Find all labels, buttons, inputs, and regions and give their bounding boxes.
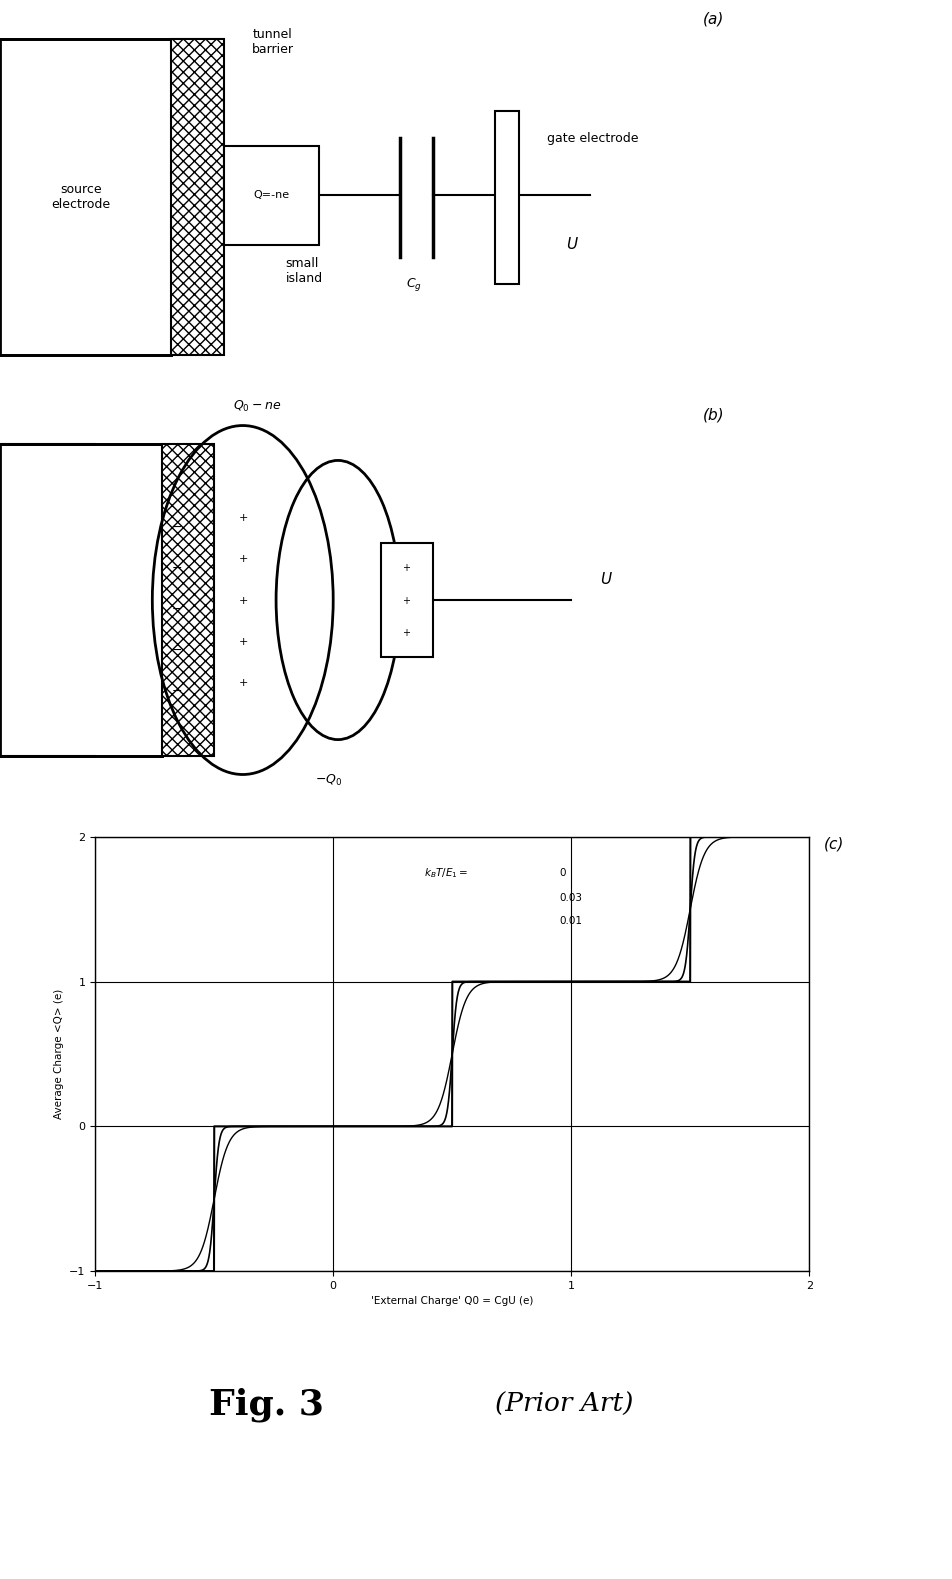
Text: $-$: $-$ [170, 684, 182, 696]
Text: $+$: $+$ [238, 636, 248, 646]
Text: $+$: $+$ [402, 562, 411, 573]
Text: 0: 0 [559, 868, 565, 878]
Bar [381, 543, 433, 657]
Text: $-Q_0$: $-Q_0$ [315, 774, 342, 788]
Text: $C_g$: $C_g$ [407, 276, 422, 292]
Text: Q=-ne: Q=-ne [253, 191, 289, 201]
Text: (c): (c) [823, 837, 843, 851]
Text: $+$: $+$ [238, 513, 248, 523]
Bar [162, 444, 214, 756]
Text: U: U [600, 572, 611, 587]
Text: $Q_0 - ne$: $Q_0 - ne$ [233, 399, 281, 414]
Text: $+$: $+$ [238, 595, 248, 605]
Text: $-$: $-$ [170, 519, 182, 532]
Y-axis label: Average Charge <Q> (e): Average Charge <Q> (e) [53, 988, 64, 1120]
Text: Fig. 3: Fig. 3 [209, 1388, 324, 1421]
X-axis label: 'External Charge' Q0 = CgU (e): 'External Charge' Q0 = CgU (e) [371, 1296, 533, 1306]
Text: $+$: $+$ [402, 595, 411, 605]
Text: $-$: $-$ [170, 561, 182, 573]
Text: $-$: $-$ [170, 643, 182, 655]
Bar [0, 39, 171, 355]
Text: U: U [565, 237, 577, 253]
Text: $+$: $+$ [238, 554, 248, 564]
Text: 0.01: 0.01 [559, 916, 583, 925]
Text: $+$: $+$ [402, 627, 411, 638]
Bar [224, 145, 319, 245]
Text: small
island: small island [286, 257, 323, 284]
Text: 0.03: 0.03 [559, 892, 583, 903]
Text: (b): (b) [704, 407, 724, 422]
Bar [171, 39, 224, 355]
Text: $k_BT/E_1 =$: $k_BT/E_1 =$ [424, 867, 467, 880]
Text: tunnel
barrier: tunnel barrier [252, 27, 294, 55]
Text: source
electrode: source electrode [51, 183, 110, 212]
Text: (a): (a) [704, 11, 724, 27]
Text: gate electrode: gate electrode [547, 131, 639, 145]
Text: $-$: $-$ [170, 602, 182, 614]
Bar [495, 111, 519, 284]
Text: $+$: $+$ [238, 677, 248, 687]
Bar [0, 444, 162, 756]
Text: (Prior Art): (Prior Art) [495, 1393, 633, 1416]
